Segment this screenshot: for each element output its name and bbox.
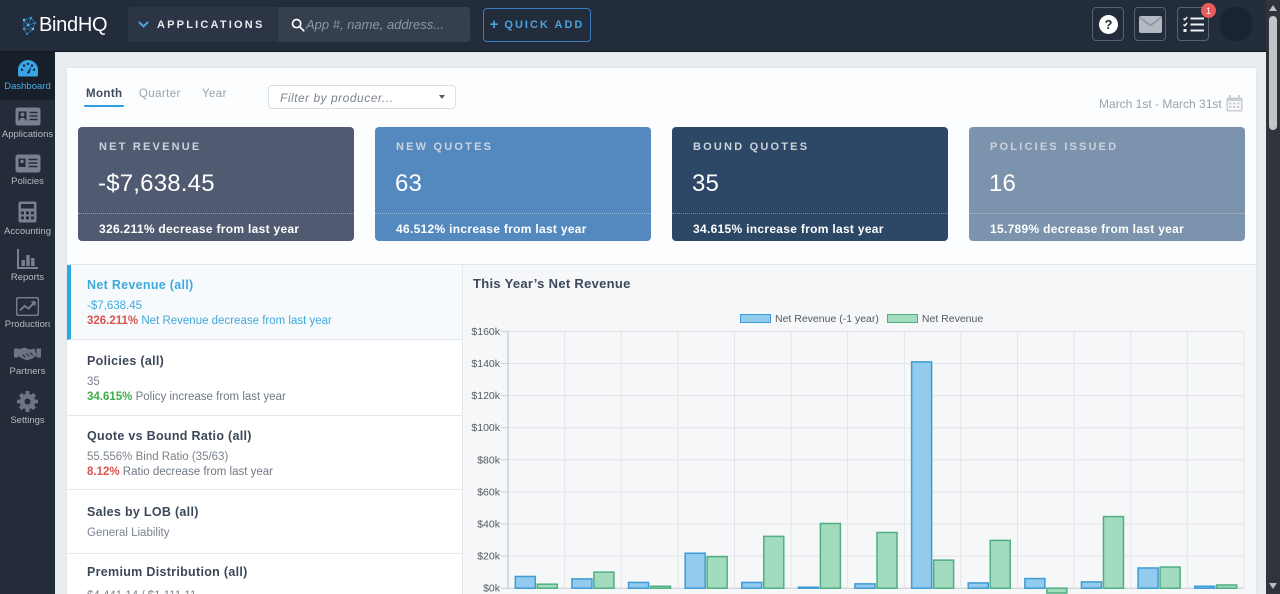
svg-text:$140k: $140k: [471, 358, 500, 370]
svg-text:$0k: $0k: [483, 583, 501, 594]
svg-text:$40k: $40k: [477, 519, 501, 531]
svg-text:$100k: $100k: [471, 422, 500, 434]
svg-text:$160k: $160k: [471, 326, 500, 338]
svg-text:?: ?: [1104, 17, 1112, 32]
svg-text:$20k: $20k: [477, 551, 501, 563]
svg-text:$120k: $120k: [471, 390, 500, 402]
svg-text:$60k: $60k: [477, 486, 501, 498]
svg-text:$80k: $80k: [477, 454, 501, 466]
